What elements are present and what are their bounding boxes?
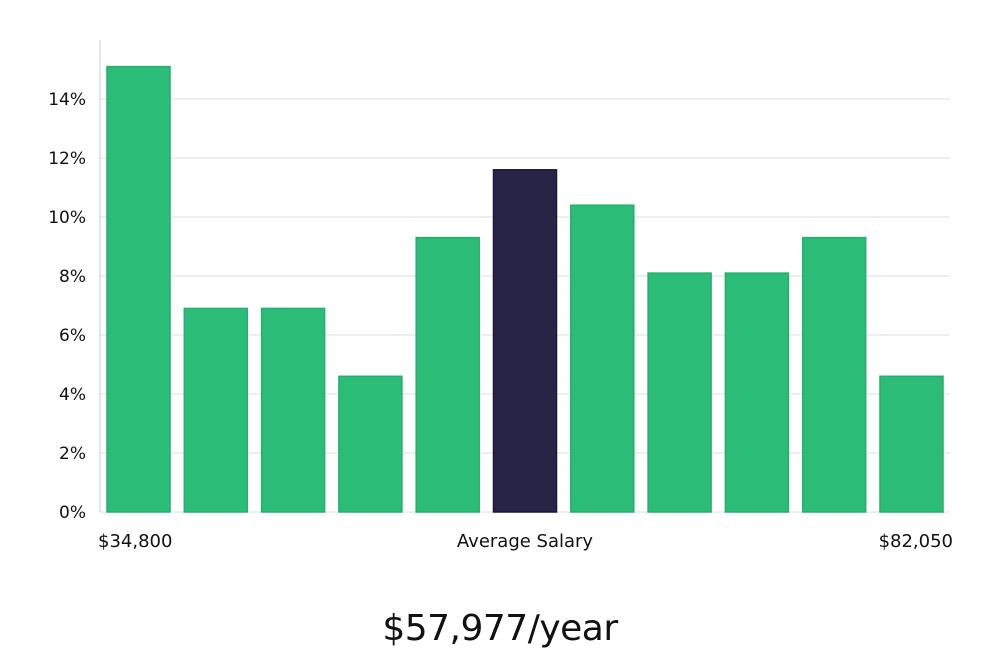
x-label-average: Average Salary xyxy=(457,531,594,552)
bar xyxy=(724,272,790,513)
bar-average xyxy=(492,169,558,513)
y-tick-label: 2% xyxy=(59,444,86,464)
bars xyxy=(106,65,944,513)
x-label-max: $82,050 xyxy=(879,531,953,552)
bar xyxy=(338,375,403,513)
bar-chart: 0% 2% 4% 6% 8% 10% 12% 14% $34,800 Average Sala… xyxy=(48,40,953,552)
bar xyxy=(801,236,867,513)
bar xyxy=(183,307,249,513)
y-tick-label: 8% xyxy=(59,267,86,287)
y-tick-label: 0% xyxy=(59,503,86,523)
x-label-min: $34,800 xyxy=(98,531,172,552)
y-tick-label: 6% xyxy=(59,326,86,346)
y-tick-label: 14% xyxy=(48,90,86,110)
bar xyxy=(415,236,480,513)
bar xyxy=(570,204,635,513)
average-salary-value: $57,977/year xyxy=(382,608,618,649)
y-tick-label: 12% xyxy=(48,149,86,169)
bar xyxy=(106,65,171,513)
bar xyxy=(260,307,326,513)
y-tick-labels: 0% 2% 4% 6% 8% 10% 12% 14% xyxy=(48,90,86,523)
y-tick-label: 4% xyxy=(59,385,86,405)
bar xyxy=(879,375,944,513)
bar xyxy=(647,272,712,513)
y-tick-label: 10% xyxy=(48,208,86,228)
